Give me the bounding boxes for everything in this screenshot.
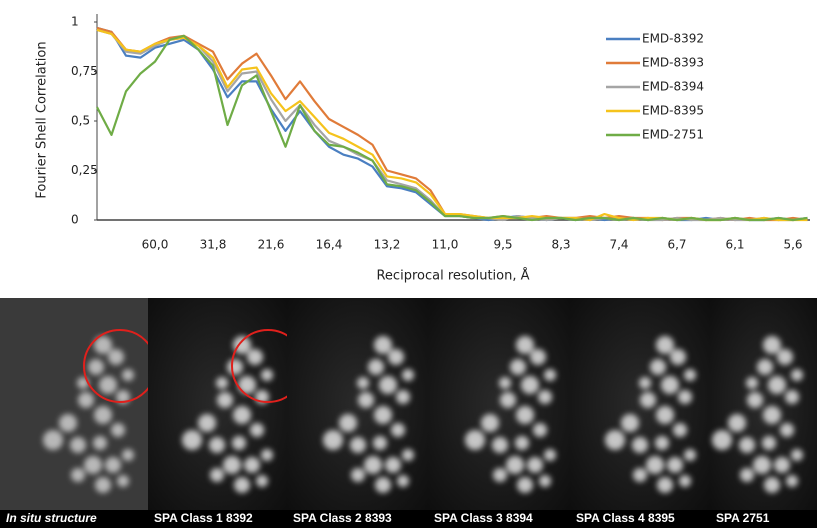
panel-label: SPA Class 2 8393: [293, 511, 392, 525]
legend-label: EMD-8392: [642, 32, 704, 46]
x-tick-label: 7,4: [609, 238, 628, 252]
x-tick-label: 6,7: [667, 238, 686, 252]
y-tick-label: 1: [71, 15, 79, 29]
x-tick-label: 13,2: [374, 238, 401, 252]
panel-label: SPA Class 1 8392: [154, 511, 253, 525]
x-tick-label: 9,5: [493, 238, 512, 252]
x-axis-title: Reciprocal resolution, Å: [376, 268, 529, 284]
panel-label: SPA 2751: [716, 511, 770, 525]
y-tick-label: 0,5: [71, 114, 90, 128]
panel-label: In situ structure: [6, 511, 97, 525]
y-tick-label: 0,75: [71, 64, 98, 78]
legend-label: EMD-2751: [642, 128, 704, 142]
x-tick-label: 16,4: [316, 238, 343, 252]
x-tick-label: 8,3: [551, 238, 570, 252]
y-tick-label: 0,25: [71, 163, 98, 177]
micrograph: [710, 298, 817, 510]
legend-label: EMD-8394: [642, 80, 704, 94]
image-strip: In situ structure SPA Class 1 8392 SPA Cla…: [0, 298, 817, 528]
series-line: [96, 34, 808, 222]
x-tick-label: 6,1: [725, 238, 744, 252]
x-tick-label: 31,8: [200, 238, 227, 252]
legend-label: EMD-8393: [642, 56, 704, 70]
x-tick-label: 11,0: [432, 238, 459, 252]
legend-label: EMD-8395: [642, 104, 704, 118]
x-tick-label: 21,6: [258, 238, 285, 252]
panel-label: SPA Class 4 8395: [576, 511, 675, 525]
panel-label: SPA Class 3 8394: [434, 511, 533, 525]
y-axis-title: Fourier Shell Correlation: [35, 41, 50, 198]
x-tick-label: 60,0: [142, 238, 169, 252]
y-tick-label: 0: [71, 213, 79, 227]
x-tick-label: 5,6: [783, 238, 802, 252]
